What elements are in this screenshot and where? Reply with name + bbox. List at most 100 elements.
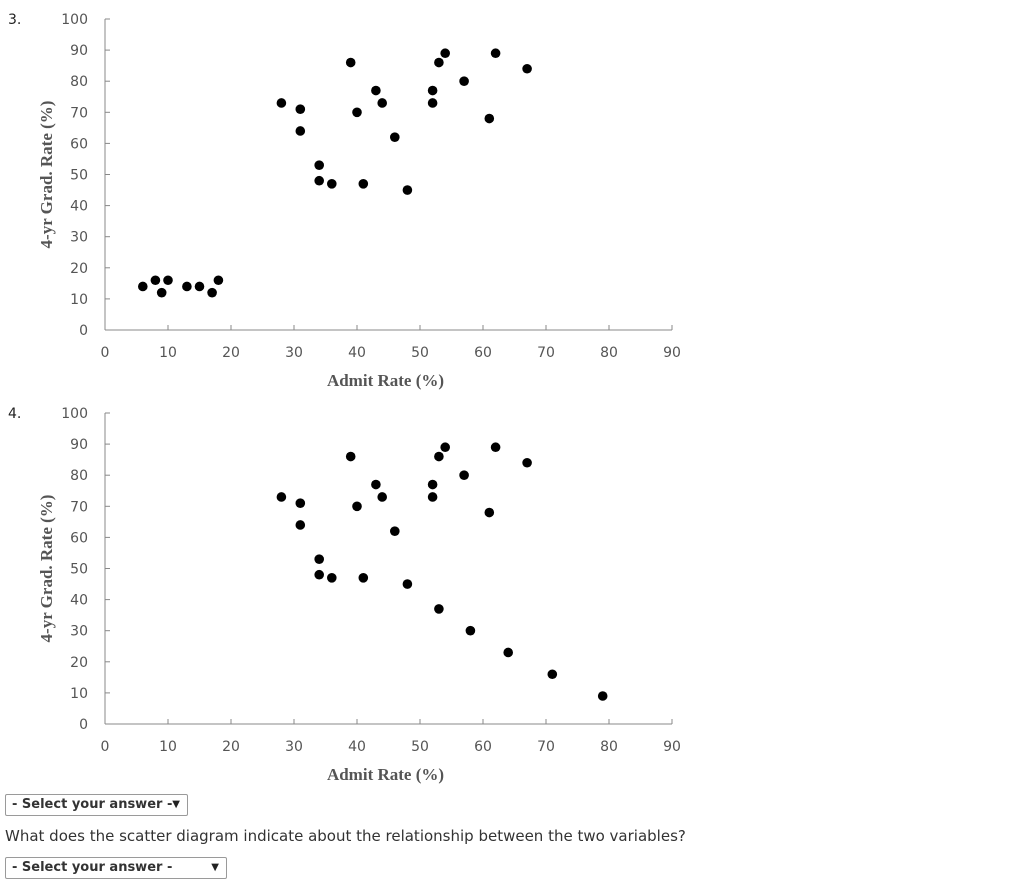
- x-tick-label: 0: [101, 739, 110, 755]
- x-tick-label: 80: [600, 345, 618, 361]
- data-point: [440, 48, 451, 59]
- x-tick-label: 60: [474, 739, 492, 755]
- data-point: [138, 281, 148, 292]
- y-tick-label: 70: [70, 105, 88, 121]
- y-tick-label: 80: [70, 468, 88, 484]
- data-point: [547, 669, 558, 680]
- y-tick-label: 90: [70, 43, 88, 59]
- answer-select-2-label: - Select your answer -: [12, 860, 173, 875]
- data-point: [163, 275, 173, 286]
- x-tick-label: 60: [474, 345, 492, 361]
- data-point: [276, 98, 287, 108]
- data-point: [314, 160, 325, 170]
- x-tick-label: 70: [537, 739, 555, 755]
- x-tick-label: 10: [159, 739, 177, 755]
- data-point: [522, 457, 532, 468]
- data-point: [390, 526, 400, 536]
- data-point: [427, 98, 438, 108]
- y-tick-label: 50: [70, 168, 88, 184]
- y-tick-label: 100: [61, 406, 88, 422]
- data-point: [503, 647, 513, 658]
- data-point: [484, 113, 495, 124]
- data-point: [434, 57, 444, 68]
- y-tick-label: 90: [70, 437, 88, 453]
- data-point: [402, 185, 413, 195]
- x-tick-label: 90: [663, 345, 681, 361]
- data-point: [371, 85, 381, 96]
- scatter-chart-q3: 0 10 20 30 40 50 60 70 80 90 100 0 10 20 30 40 50 60 70 80 9…: [37, 12, 681, 390]
- data-point: [459, 470, 469, 480]
- y-tick-label: 20: [70, 655, 88, 671]
- y-tick-label: 40: [70, 199, 88, 215]
- x-tick-label: 50: [411, 739, 429, 755]
- x-tick-label: 90: [663, 739, 681, 755]
- data-point: [213, 275, 224, 286]
- chevron-down-icon: ▼: [172, 799, 180, 810]
- scatter-chart-q4: 0 10 20 30 40 50 60 70 80 90 100 0 10 20 30 40 50 60 70 80 9…: [37, 406, 681, 784]
- y-tick-label: 100: [61, 12, 88, 28]
- data-point: [490, 48, 501, 59]
- data-point: [352, 107, 362, 118]
- data-point: [194, 281, 205, 292]
- x-tick-label: 50: [411, 345, 429, 361]
- answer-select-2[interactable]: - Select your answer - ▼: [5, 857, 227, 879]
- y-tick-label: 30: [70, 624, 88, 640]
- data-point: [427, 479, 438, 490]
- data-point: [314, 554, 325, 564]
- x-tick-label: 20: [222, 739, 240, 755]
- x-tick-label: 70: [537, 345, 555, 361]
- y-tick-label: 0: [79, 323, 88, 339]
- y-tick-label: 10: [70, 686, 88, 702]
- y-tick-label: 30: [70, 230, 88, 246]
- data-point: [295, 520, 306, 530]
- data-point: [352, 501, 362, 512]
- y-tick-label: 60: [70, 136, 88, 152]
- x-tick-label: 40: [348, 739, 366, 755]
- data-point: [295, 126, 306, 136]
- data-point: [427, 85, 438, 96]
- data-point: [390, 132, 400, 142]
- data-point: [276, 492, 287, 502]
- data-point: [377, 98, 388, 108]
- data-point: [465, 625, 476, 636]
- data-point: [345, 57, 356, 68]
- data-point: [295, 104, 306, 114]
- data-point: [150, 275, 161, 286]
- data-point: [522, 63, 532, 74]
- y-tick-label: 40: [70, 593, 88, 609]
- chevron-down-icon: ▼: [211, 862, 219, 873]
- x-axis-title: Admit Rate (%): [327, 765, 444, 784]
- x-tick-label: 30: [285, 739, 303, 755]
- data-point: [327, 573, 337, 583]
- data-point: [490, 442, 501, 453]
- data-point: [345, 451, 356, 462]
- y-axis-title: 4-yr Grad. Rate (%): [37, 495, 56, 643]
- x-tick-label: 80: [600, 739, 618, 755]
- data-point: [327, 179, 337, 189]
- x-tick-label: 40: [348, 345, 366, 361]
- data-point: [484, 507, 495, 518]
- data-point: [434, 451, 444, 462]
- data-point: [156, 287, 167, 298]
- data-point: [182, 281, 192, 292]
- x-tick-label: 30: [285, 345, 303, 361]
- answer-select-1[interactable]: - Select your answer - ▼: [5, 794, 188, 816]
- data-point: [597, 691, 608, 701]
- y-tick-label: 50: [70, 562, 88, 578]
- y-tick-label: 20: [70, 261, 88, 277]
- data-point: [377, 492, 388, 502]
- question-text: What does the scatter diagram indicate a…: [5, 827, 686, 845]
- data-point: [440, 442, 451, 453]
- y-tick-label: 70: [70, 499, 88, 515]
- y-tick-label: 10: [70, 292, 88, 308]
- x-tick-label: 10: [159, 345, 177, 361]
- answer-select-1-label: - Select your answer -: [12, 797, 173, 812]
- data-point: [207, 287, 217, 298]
- y-tick-label: 0: [79, 717, 88, 733]
- x-axis-title: Admit Rate (%): [327, 371, 444, 390]
- y-axis-title: 4-yr Grad. Rate (%): [37, 101, 56, 249]
- x-tick-label: 0: [101, 345, 110, 361]
- data-point: [314, 175, 325, 186]
- data-point: [434, 604, 444, 614]
- data-point: [295, 498, 306, 508]
